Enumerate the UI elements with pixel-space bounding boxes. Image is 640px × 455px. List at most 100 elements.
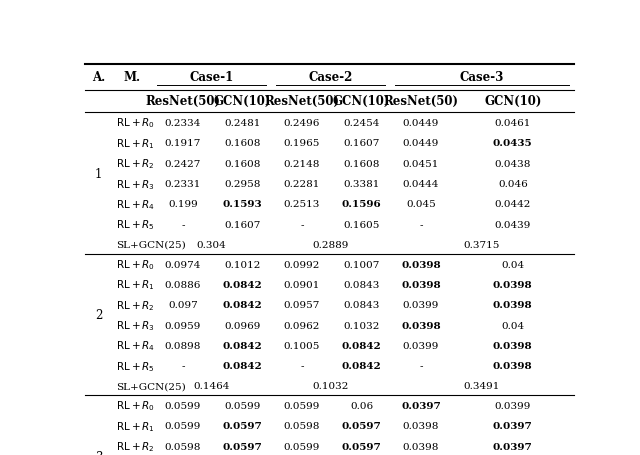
Text: SL+GCN(25): SL+GCN(25): [116, 381, 186, 390]
Text: 0.0842: 0.0842: [223, 301, 262, 309]
Text: GCN(10): GCN(10): [333, 95, 390, 108]
Text: 0.1608: 0.1608: [224, 159, 260, 168]
Text: Case-2: Case-2: [308, 71, 353, 84]
Text: 0.0398: 0.0398: [401, 321, 441, 330]
Text: ResNet(50): ResNet(50): [264, 95, 339, 108]
Text: 0.0886: 0.0886: [164, 280, 201, 289]
Text: $\mathrm{RL+}R_{1}$: $\mathrm{RL+}R_{1}$: [116, 136, 155, 151]
Text: 0.2513: 0.2513: [284, 200, 320, 209]
Text: 0.0599: 0.0599: [164, 401, 201, 410]
Text: 0.04: 0.04: [501, 260, 524, 269]
Text: 0.0397: 0.0397: [493, 421, 532, 430]
Text: 0.0901: 0.0901: [284, 280, 320, 289]
Text: 0.2331: 0.2331: [164, 180, 201, 189]
Text: $\mathrm{RL+}R_{3}$: $\mathrm{RL+}R_{3}$: [116, 177, 156, 191]
Text: 0.2454: 0.2454: [343, 119, 380, 128]
Text: $\mathrm{RL+}R_{4}$: $\mathrm{RL+}R_{4}$: [116, 339, 156, 353]
Text: 0.0439: 0.0439: [495, 220, 531, 229]
Text: -: -: [300, 362, 304, 370]
Text: 0.0598: 0.0598: [164, 442, 201, 451]
Text: 0.0461: 0.0461: [495, 119, 531, 128]
Text: 0.0399: 0.0399: [403, 341, 439, 350]
Text: 0.0597: 0.0597: [223, 442, 262, 451]
Text: 0.1608: 0.1608: [224, 139, 260, 148]
Text: 0.0599: 0.0599: [224, 401, 260, 410]
Text: 0.0842: 0.0842: [223, 280, 262, 289]
Text: 0.045: 0.045: [406, 200, 436, 209]
Text: $\mathrm{RL+}R_{5}$: $\mathrm{RL+}R_{5}$: [116, 359, 155, 373]
Text: 0.0992: 0.0992: [284, 260, 320, 269]
Text: 0.097: 0.097: [168, 301, 198, 309]
Text: 3: 3: [95, 450, 102, 455]
Text: 0.0398: 0.0398: [493, 362, 532, 370]
Text: 0.0399: 0.0399: [403, 301, 439, 309]
Text: 0.0842: 0.0842: [223, 362, 262, 370]
Text: 0.0444: 0.0444: [403, 180, 439, 189]
Text: -: -: [300, 220, 304, 229]
Text: 1: 1: [95, 167, 102, 181]
Text: 0.1917: 0.1917: [164, 139, 201, 148]
Text: 0.0959: 0.0959: [164, 321, 201, 330]
Text: 0.1596: 0.1596: [342, 200, 381, 209]
Text: 0.1032: 0.1032: [343, 321, 380, 330]
Text: $\mathrm{RL+}R_{0}$: $\mathrm{RL+}R_{0}$: [116, 258, 156, 271]
Text: 0.1607: 0.1607: [343, 139, 380, 148]
Text: 0.2481: 0.2481: [224, 119, 260, 128]
Text: 0.2334: 0.2334: [164, 119, 201, 128]
Text: 0.0398: 0.0398: [401, 260, 441, 269]
Text: 0.0449: 0.0449: [403, 139, 439, 148]
Text: 0.1608: 0.1608: [343, 159, 380, 168]
Text: 0.3381: 0.3381: [343, 180, 380, 189]
Text: 0.0397: 0.0397: [493, 442, 532, 451]
Text: 0.0398: 0.0398: [493, 341, 532, 350]
Text: 0.0442: 0.0442: [495, 200, 531, 209]
Text: GCN(10): GCN(10): [484, 95, 541, 108]
Text: $\mathrm{RL+}R_{1}$: $\mathrm{RL+}R_{1}$: [116, 419, 155, 433]
Text: 0.06: 0.06: [350, 401, 373, 410]
Text: 2: 2: [95, 309, 102, 322]
Text: 0.0843: 0.0843: [343, 280, 380, 289]
Text: 0.0449: 0.0449: [403, 119, 439, 128]
Text: 0.0398: 0.0398: [403, 421, 439, 430]
Text: $\mathrm{RL+}R_{1}$: $\mathrm{RL+}R_{1}$: [116, 278, 155, 292]
Text: 0.0597: 0.0597: [342, 442, 381, 451]
Text: -: -: [181, 220, 185, 229]
Text: 0.0599: 0.0599: [284, 442, 320, 451]
Text: 0.046: 0.046: [498, 180, 527, 189]
Text: 0.1032: 0.1032: [312, 381, 349, 390]
Text: Case-3: Case-3: [460, 71, 504, 84]
Text: 0.0451: 0.0451: [403, 159, 439, 168]
Text: 0.199: 0.199: [168, 200, 198, 209]
Text: 0.0962: 0.0962: [284, 321, 320, 330]
Text: 0.2889: 0.2889: [312, 240, 349, 249]
Text: 0.0438: 0.0438: [495, 159, 531, 168]
Text: $\mathrm{RL+}R_{0}$: $\mathrm{RL+}R_{0}$: [116, 116, 156, 130]
Text: 0.0398: 0.0398: [401, 280, 441, 289]
Text: 0.0599: 0.0599: [284, 401, 320, 410]
Text: -: -: [419, 362, 423, 370]
Text: A.: A.: [92, 71, 105, 84]
Text: $\mathrm{RL+}R_{2}$: $\mathrm{RL+}R_{2}$: [116, 440, 155, 453]
Text: 0.0597: 0.0597: [223, 421, 262, 430]
Text: 0.1607: 0.1607: [224, 220, 260, 229]
Text: 0.2496: 0.2496: [284, 119, 320, 128]
Text: 0.1007: 0.1007: [343, 260, 380, 269]
Text: 0.2958: 0.2958: [224, 180, 260, 189]
Text: 0.0435: 0.0435: [493, 139, 532, 148]
Text: 0.0599: 0.0599: [164, 421, 201, 430]
Text: 0.0974: 0.0974: [164, 260, 201, 269]
Text: 0.0842: 0.0842: [342, 362, 381, 370]
Text: -: -: [419, 220, 423, 229]
Text: 0.1464: 0.1464: [193, 381, 230, 390]
Text: -: -: [181, 362, 185, 370]
Text: 0.0598: 0.0598: [284, 421, 320, 430]
Text: $\mathrm{RL+}R_{2}$: $\mathrm{RL+}R_{2}$: [116, 298, 155, 312]
Text: 0.04: 0.04: [501, 321, 524, 330]
Text: 0.0898: 0.0898: [164, 341, 201, 350]
Text: 0.3715: 0.3715: [463, 240, 500, 249]
Text: $\mathrm{RL+}R_{0}$: $\mathrm{RL+}R_{0}$: [116, 399, 156, 413]
Text: $\mathrm{RL+}R_{5}$: $\mathrm{RL+}R_{5}$: [116, 218, 155, 232]
Text: $\mathrm{RL+}R_{4}$: $\mathrm{RL+}R_{4}$: [116, 197, 156, 212]
Text: 0.0597: 0.0597: [342, 421, 381, 430]
Text: $\mathrm{RL+}R_{2}$: $\mathrm{RL+}R_{2}$: [116, 157, 155, 171]
